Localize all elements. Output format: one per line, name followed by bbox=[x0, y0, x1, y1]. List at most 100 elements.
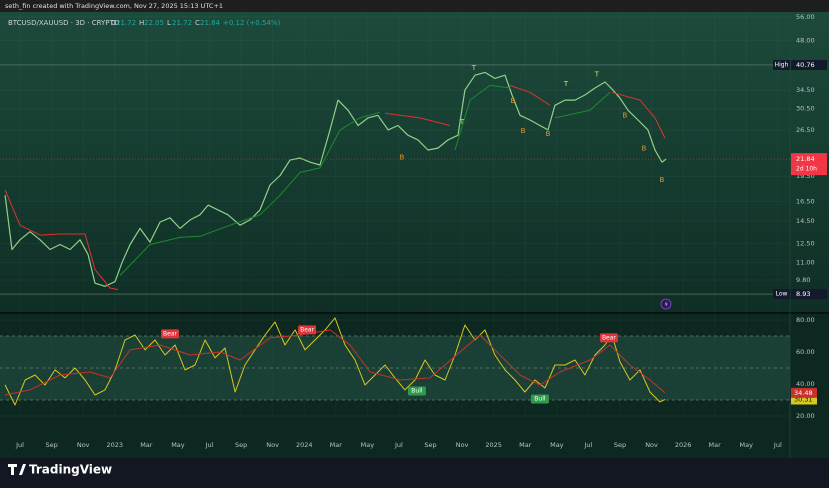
trend-line bbox=[4, 84, 666, 291]
footer bbox=[0, 458, 829, 488]
x-tick-label: May bbox=[740, 441, 754, 449]
signal-tag-label: Bull bbox=[534, 396, 546, 403]
low-tag bbox=[773, 289, 790, 300]
price-pane bbox=[0, 12, 829, 314]
brand: TradingView bbox=[29, 463, 112, 477]
price-line bbox=[4, 71, 667, 287]
x-tick-label: Sep bbox=[45, 441, 57, 449]
indicator-value: 30.31 bbox=[794, 396, 813, 404]
x-tick-label: Sep bbox=[424, 441, 436, 449]
ohlc-label: L bbox=[167, 19, 171, 27]
x-tick-label: May bbox=[550, 441, 564, 449]
ohlc-value: 22.05 bbox=[144, 19, 164, 27]
ohlc-value: 21.72 bbox=[172, 19, 192, 27]
y-tick-label: 48.00 bbox=[796, 36, 815, 44]
y-tick-label: 9.80 bbox=[796, 276, 810, 284]
ohlc-value: 21.84 bbox=[200, 19, 221, 27]
signal-tag-label: Bear bbox=[300, 326, 314, 333]
change: +0.12 (+0.54%) bbox=[223, 19, 281, 27]
y-tick-label: 40.00 bbox=[796, 380, 815, 388]
x-tick-label: Mar bbox=[709, 441, 722, 449]
x-tick-label: 2024 bbox=[296, 441, 313, 449]
low-tag-label: Low bbox=[776, 291, 788, 298]
x-tick-label: Nov bbox=[77, 441, 90, 449]
signal-tag bbox=[599, 333, 618, 343]
x-tick-label: 2025 bbox=[485, 441, 502, 449]
x-tick-label: Nov bbox=[645, 441, 658, 449]
signal-tag-label: Bull bbox=[411, 388, 423, 395]
x-tick-label: May bbox=[361, 441, 375, 449]
high-tag-label: High bbox=[775, 61, 789, 68]
plot-layer: O 21.72 H 22.05 L 21.72 C 21.84 +0.12 (+0.54%)Ju… bbox=[0, 13, 827, 449]
ohlc-label: H bbox=[139, 19, 144, 27]
logo-mark bbox=[8, 464, 26, 475]
high-badge bbox=[791, 59, 827, 70]
high-tag bbox=[773, 59, 790, 70]
signal-tag-label: Bear bbox=[602, 334, 616, 341]
x-tick-label: Jul bbox=[205, 441, 214, 449]
indicator-band bbox=[0, 336, 790, 400]
x-tick-label: 2026 bbox=[675, 441, 692, 449]
y-tick-label: 14.50 bbox=[796, 217, 815, 225]
top-bar bbox=[0, 0, 829, 12]
x-tick-label: Mar bbox=[519, 441, 532, 449]
symbol: BTCUSD/XAUUSD · 3D · CRYPTO bbox=[8, 19, 120, 27]
signal-tag bbox=[298, 325, 317, 335]
x-tick-label: Jul bbox=[773, 441, 782, 449]
signal-marker: B bbox=[622, 111, 627, 119]
price-line bbox=[4, 317, 666, 406]
signal-marker: B bbox=[521, 127, 526, 135]
y-tick-label: 30.50 bbox=[796, 105, 815, 113]
x-tick-label: Jul bbox=[394, 441, 403, 449]
event-icon-bolt bbox=[664, 300, 668, 308]
x-tick-label: Sep bbox=[235, 441, 247, 449]
ohlc-value: 21.72 bbox=[116, 19, 136, 27]
x-tick-label: Nov bbox=[266, 441, 279, 449]
last-price: 21.84 bbox=[796, 155, 815, 163]
y-tick-label: 19.50 bbox=[796, 172, 815, 180]
high-value: 40.76 bbox=[796, 61, 815, 69]
logo: TradingView bbox=[8, 463, 112, 477]
x-tick-label: Nov bbox=[456, 441, 469, 449]
signal-tag bbox=[407, 386, 426, 396]
y-tick-label: 56.00 bbox=[796, 13, 815, 21]
x-tick-label: May bbox=[171, 441, 185, 449]
y-tick-label: 80.00 bbox=[796, 316, 815, 324]
signal-marker: T bbox=[594, 70, 600, 78]
low-badge bbox=[791, 289, 827, 300]
x-tick-label: Jul bbox=[15, 441, 24, 449]
trend-line bbox=[119, 84, 611, 276]
y-tick-label: 60.00 bbox=[796, 348, 815, 356]
y-tick-label: 16.50 bbox=[796, 197, 815, 205]
signal-tag bbox=[530, 394, 549, 404]
signal-marker: T bbox=[563, 80, 569, 88]
x-tick-label: Mar bbox=[330, 441, 343, 449]
indicator-value: 34.48 bbox=[794, 389, 813, 397]
signal-marker: B bbox=[546, 130, 551, 138]
signal-marker: T bbox=[459, 118, 465, 126]
credit: seth_fin created with TradingView.com, N… bbox=[5, 2, 223, 10]
signal-marker: B bbox=[642, 145, 647, 153]
x-tick-label: 2023 bbox=[107, 441, 124, 449]
ohlc-label: C bbox=[195, 19, 200, 27]
signal-tag-label: Bear bbox=[163, 330, 177, 337]
signal-marker: T bbox=[471, 64, 477, 72]
indicator-pane bbox=[0, 314, 829, 458]
trend-line bbox=[4, 329, 666, 396]
y-tick-label: 11.00 bbox=[796, 259, 815, 267]
last-price-badge bbox=[791, 153, 827, 176]
x-tick-label: Jul bbox=[583, 441, 592, 449]
y-tick-label: 20.00 bbox=[796, 412, 815, 420]
signal-tag bbox=[161, 329, 180, 339]
y-tick-label: 12.50 bbox=[796, 239, 815, 247]
signal-marker: B bbox=[511, 97, 516, 105]
indicator-badge bbox=[791, 394, 817, 405]
x-tick-label: Mar bbox=[140, 441, 153, 449]
y-tick-label: 26.50 bbox=[796, 126, 815, 134]
countdown: 2d 10h bbox=[796, 166, 817, 173]
signal-marker: B bbox=[400, 153, 405, 161]
ohlc-label: O bbox=[111, 19, 117, 27]
y-tick-label: 34.50 bbox=[796, 86, 815, 94]
low-value: 8.93 bbox=[796, 290, 810, 298]
